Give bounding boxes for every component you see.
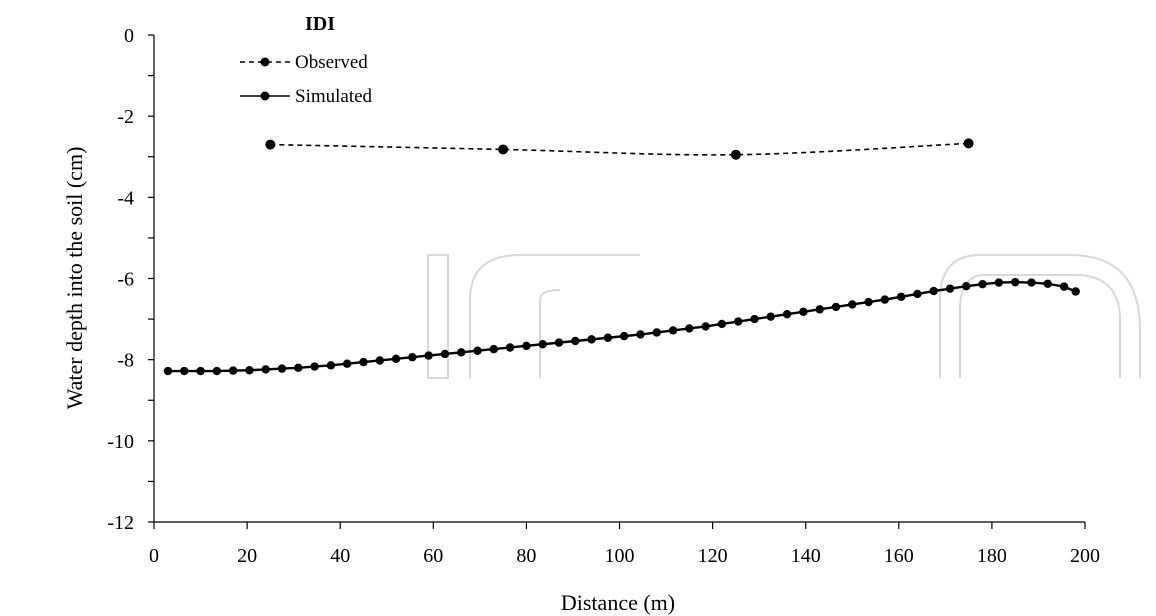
chart-title: IDI [305, 13, 335, 35]
data-point-simulated [326, 361, 336, 370]
x-tick-label: 0 [149, 545, 159, 567]
data-point-simulated [766, 312, 775, 321]
data-point-simulated [864, 297, 873, 307]
data-point-simulated [1059, 282, 1069, 291]
data-point-simulated [245, 366, 254, 375]
data-point-simulated [815, 305, 824, 314]
legend-observed-label: Observed [295, 52, 368, 73]
data-point-simulated [701, 322, 710, 331]
data-point-simulated [1027, 278, 1036, 287]
data-point-simulated [848, 300, 857, 309]
data-point-simulated [359, 357, 368, 367]
x-tick-label: 40 [330, 545, 350, 567]
legend-observed-marker [260, 57, 270, 67]
data-point-simulated [717, 319, 727, 329]
x-tick-label: 100 [605, 545, 635, 567]
data-point-simulated [603, 333, 613, 342]
data-point-simulated [1043, 279, 1052, 288]
y-tick-label: -4 [117, 187, 134, 209]
data-point-simulated [750, 314, 759, 324]
data-point-observed [265, 139, 276, 150]
y-tick-label: -6 [117, 269, 134, 291]
data-point-simulated [587, 335, 596, 344]
data-point-simulated [962, 282, 971, 291]
data-point-simulated [391, 354, 401, 364]
watermark-logo [427, 254, 1141, 379]
data-point-simulated [228, 366, 238, 375]
data-point-simulated [929, 286, 938, 296]
x-tick-label: 80 [516, 545, 536, 567]
y-tick-label: 0 [124, 25, 134, 47]
x-tick-label: 140 [791, 545, 821, 567]
data-point-simulated [652, 328, 661, 337]
x-tick-label: 180 [977, 545, 1007, 567]
x-tick-label: 120 [698, 545, 728, 567]
data-point-observed [498, 144, 509, 155]
data-point-observed [963, 138, 974, 149]
x-axis-title: Distance (m) [561, 590, 675, 615]
y-tick-label: -8 [117, 350, 134, 372]
x-tick-label: 160 [884, 545, 914, 567]
data-point-simulated [457, 348, 466, 357]
data-point-simulated [180, 366, 189, 376]
y-tick-label: -2 [117, 106, 134, 128]
data-point-simulated [945, 284, 955, 293]
data-point-simulated [896, 292, 906, 301]
data-point-simulated [880, 295, 890, 304]
data-point-simulated [636, 330, 645, 339]
data-point-simulated [261, 365, 270, 374]
data-point-simulated [668, 326, 678, 335]
y-tick-label: -10 [107, 431, 134, 453]
data-point-simulated [554, 338, 564, 347]
data-point-simulated [294, 363, 303, 372]
x-tick-label: 20 [237, 545, 257, 567]
data-point-simulated [424, 351, 433, 360]
data-point-simulated [489, 344, 499, 354]
data-point-simulated [212, 366, 222, 376]
data-point-simulated [375, 356, 384, 365]
data-point-simulated [913, 289, 922, 299]
data-point-simulated [734, 317, 743, 326]
y-axis-title: Water depth into the soil (cm) [62, 147, 87, 410]
data-point-simulated [1010, 277, 1020, 287]
x-tick-label: 60 [423, 545, 443, 567]
data-point-simulated [782, 310, 792, 319]
data-point-simulated [799, 307, 808, 316]
data-point-simulated [342, 359, 352, 368]
legend-simulated-label: Simulated [295, 86, 373, 107]
data-point-simulated [440, 349, 450, 359]
data-point-simulated [619, 331, 629, 341]
data-point-observed [730, 149, 741, 160]
data-point-simulated [408, 353, 417, 362]
data-point-simulated [831, 302, 841, 312]
data-point-simulated [310, 362, 319, 371]
data-point-simulated [685, 324, 694, 333]
data-point-simulated [978, 279, 987, 289]
series-line-observed [270, 142, 969, 156]
data-point-simulated [571, 336, 580, 346]
data-point-simulated [994, 278, 1004, 287]
data-point-simulated [522, 341, 531, 351]
data-point-simulated [277, 364, 287, 373]
data-point-simulated [538, 340, 547, 349]
data-point-simulated [505, 343, 515, 352]
data-point-simulated [196, 366, 205, 376]
legend-simulated-marker [260, 91, 270, 101]
x-tick-label: 200 [1070, 545, 1100, 567]
data-point-simulated [163, 366, 173, 376]
legend: IDI Observed Simulated [240, 13, 373, 107]
y-tick-label: -12 [107, 512, 134, 534]
data-point-simulated [473, 346, 482, 355]
data-point-simulated [1071, 287, 1080, 296]
